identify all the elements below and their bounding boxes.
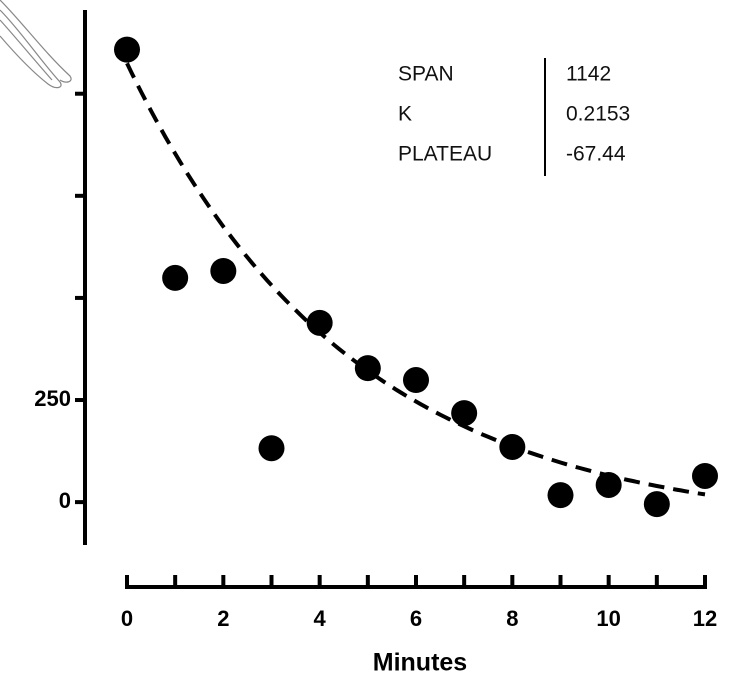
- data-point: [451, 400, 478, 427]
- data-point: [547, 482, 574, 509]
- x-tick-label: 2: [217, 606, 229, 631]
- data-point: [692, 462, 718, 489]
- fit-parameter-name: PLATEAU: [398, 143, 492, 166]
- data-point: [162, 264, 189, 291]
- x-tick-label: 6: [410, 606, 422, 631]
- x-tick-label: 8: [506, 606, 518, 631]
- data-point: [306, 309, 333, 336]
- data-point: [210, 257, 237, 284]
- data-point: [258, 435, 285, 462]
- data-point: [499, 433, 526, 460]
- x-tick-label: 0: [121, 606, 133, 631]
- fit-parameter-name: K: [398, 103, 412, 126]
- data-point: [403, 367, 429, 394]
- fit-parameter-value: -67.44: [566, 143, 626, 166]
- x-tick-label: 10: [596, 606, 620, 631]
- sketch-decoration: [0, 0, 72, 89]
- y-tick-label: 250: [34, 386, 71, 411]
- data-point: [354, 355, 381, 382]
- fit-parameter-value: 0.2153: [566, 103, 630, 126]
- x-tick-label: 4: [314, 606, 327, 631]
- data-point: [595, 471, 622, 498]
- data-point: [643, 491, 670, 518]
- fit-parameter-value: 1142: [566, 63, 611, 86]
- y-tick-label: 0: [59, 488, 71, 513]
- fit-parameter-name: SPAN: [398, 63, 454, 86]
- data-point: [114, 36, 140, 63]
- x-axis-label: Minutes: [373, 649, 467, 677]
- x-tick-label: 12: [693, 606, 717, 631]
